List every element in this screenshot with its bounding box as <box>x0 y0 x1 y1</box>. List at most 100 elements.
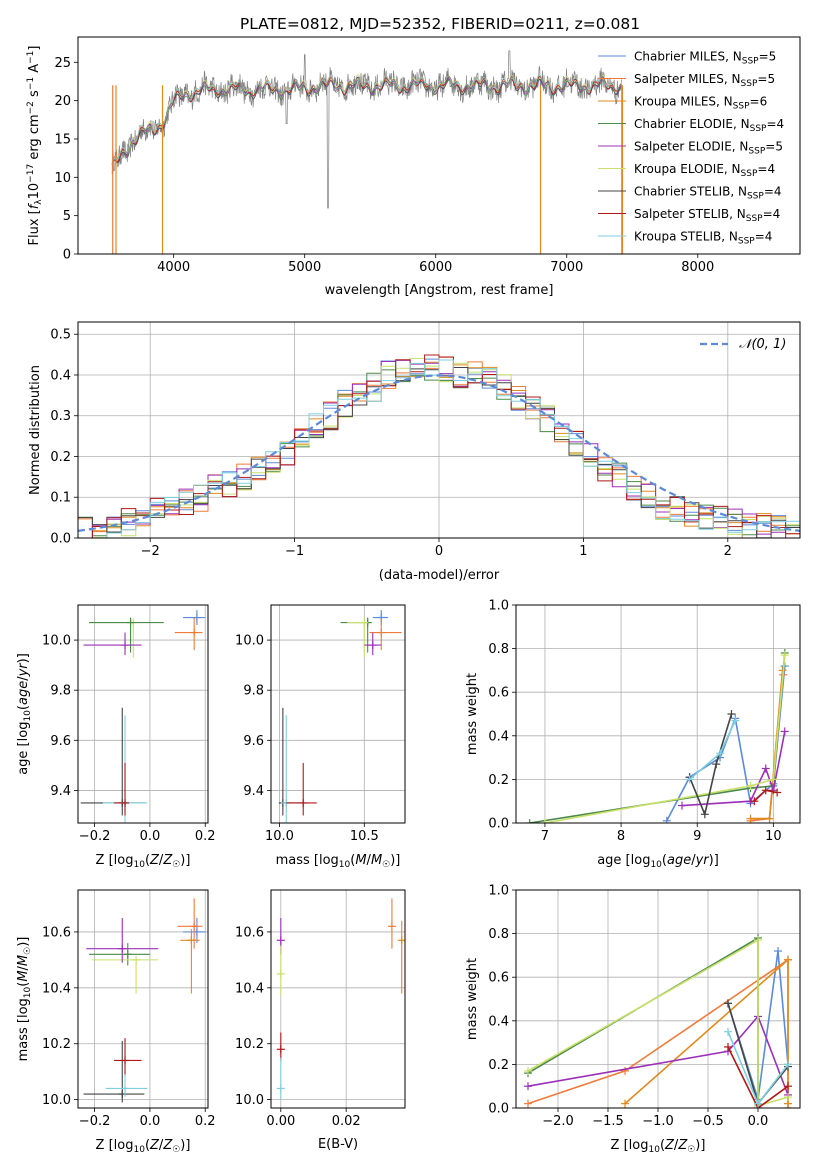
y-tick-label: 10.6 <box>42 925 71 940</box>
x-tick-label: 0.0 <box>748 1114 769 1129</box>
y-tick-label: 10.0 <box>42 1093 71 1108</box>
panel-age_vs_Z: −0.2 0.0 0.2 9.4 9.6 9.8 10.0 Z [log10(Z/Z☉)] ag… <box>16 604 216 870</box>
y-tick-label: 9.4 <box>243 784 264 799</box>
y-tick-label: 15 <box>54 132 71 147</box>
y-tick-label: 0.4 <box>488 729 509 744</box>
panel-mass_vs_ebv: 0.00 0.02 10.0 10.2 10.4 10.6 E(B-V) <box>235 889 406 1152</box>
data-spectrum <box>111 50 622 209</box>
x-tick-label: 8 <box>617 829 625 844</box>
x-tick-label: 9 <box>693 829 701 844</box>
y-tick-label: 10.4 <box>42 981 71 996</box>
plot-frame <box>77 604 209 824</box>
x-axis-label: mass [log10(M/M☉)] <box>276 853 401 870</box>
model-line <box>111 74 622 165</box>
plot-frame <box>270 889 406 1109</box>
histogram-step <box>78 354 800 538</box>
x-tick-label: 2 <box>724 544 732 559</box>
weight-line <box>727 1046 789 1108</box>
x-tick-label: 1 <box>579 544 587 559</box>
x-axis-label: Z [log10(Z/Z☉)] <box>96 1138 191 1155</box>
y-tick-label: 10.2 <box>235 1037 264 1052</box>
y-axis-label: mass weight <box>465 673 480 755</box>
y-tick-label: 9.6 <box>50 734 71 749</box>
x-axis-label: (data-model)/error <box>379 568 500 583</box>
x-tick-label: 0 <box>435 544 443 559</box>
plot-area-spectrum <box>111 50 624 254</box>
y-tick-label: 9.8 <box>243 684 264 699</box>
gaussian-curve <box>78 374 800 532</box>
x-tick-label: 4000 <box>157 260 190 275</box>
y-axis-label: Flux [fλ10−17 erg cm−2 s−1 A−1] <box>26 46 44 246</box>
plot-frame <box>77 889 209 1109</box>
y-tick-label: 0.6 <box>488 971 509 986</box>
y-tick-label: 0.8 <box>488 927 509 942</box>
y-tick-label: 0.2 <box>488 1058 509 1073</box>
y-tick-label: 0.3 <box>50 409 71 424</box>
legend-label: Chabrier STELIB, NSSP=4 <box>634 185 782 202</box>
x-tick-label: −2 <box>141 544 160 559</box>
weight-line <box>688 713 733 817</box>
legend-label: Salpeter MILES, NSSP=5 <box>634 72 775 89</box>
x-tick-label: −1 <box>285 544 304 559</box>
x-axis-label: Z [log10(Z/Z☉)] <box>96 853 191 870</box>
y-tick-label: 0.5 <box>50 328 71 343</box>
x-axis-label: E(B-V) <box>318 1137 358 1152</box>
y-tick-label: 0.0 <box>488 817 509 832</box>
y-tick-label: 0 <box>63 248 71 263</box>
panel-residuals: −2 −1 0 1 2 0.0 0.1 0.2 0.3 0.4 0.5 (data-model)/er… <box>28 321 801 583</box>
y-tick-label: 10.0 <box>235 1093 264 1108</box>
x-tick-label: −1.0 <box>642 1114 674 1129</box>
y-tick-label: 20 <box>54 94 71 109</box>
y-tick-label: 0.8 <box>488 642 509 657</box>
x-tick-label: −0.5 <box>692 1114 724 1129</box>
x-tick-label: 0.0 <box>140 829 161 844</box>
x-tick-label: 0.00 <box>266 1114 295 1129</box>
weight-line <box>527 938 789 1107</box>
y-tick-label: 9.4 <box>50 784 71 799</box>
y-axis-label: Normed distribution <box>28 365 43 495</box>
plot-area-mass_vs_ebv <box>276 898 405 1100</box>
x-tick-label: 0.2 <box>195 1114 216 1129</box>
y-tick-label: 10.6 <box>235 925 264 940</box>
plot-area-age_vs_mass <box>278 610 402 823</box>
histogram-step <box>78 359 800 538</box>
x-tick-label: 6000 <box>419 260 452 275</box>
panel-mass_vs_Z: −0.2 0.0 0.2 10.0 10.2 10.4 10.6 Z [log10(Z/Z☉)… <box>16 889 216 1155</box>
y-tick-label: 1.0 <box>488 599 509 614</box>
weight-line <box>689 720 737 781</box>
plot-area-weight_vs_age <box>525 648 789 823</box>
y-tick-label: 0.2 <box>50 450 71 465</box>
x-tick-label: 8000 <box>681 260 714 275</box>
y-tick-label: 0.2 <box>488 773 509 788</box>
x-axis-label: Z [log10(Z/Z☉)] <box>611 1138 706 1155</box>
legend-label: 𝒩(0, 1) <box>739 337 786 352</box>
y-tick-label: 10.2 <box>42 1037 71 1052</box>
plot-frame <box>270 604 406 824</box>
x-axis-label: wavelength [Angstrom, rest frame] <box>325 283 554 298</box>
plot-area-weight_vs_Z <box>524 933 792 1108</box>
y-axis-label: mass weight <box>465 958 480 1040</box>
legend-label: Salpeter ELODIE, NSSP=5 <box>634 140 783 157</box>
x-tick-label: 10.5 <box>350 829 379 844</box>
x-tick-label: −0.2 <box>79 1114 111 1129</box>
y-tick-label: 0.4 <box>488 1014 509 1029</box>
plot-area-age_vs_Z <box>80 610 206 823</box>
model-line <box>111 76 622 165</box>
plot-area-residuals <box>78 354 800 538</box>
legend-label: Salpeter STELIB, NSSP=4 <box>634 207 780 224</box>
plot-frame <box>515 604 801 824</box>
x-tick-label: 10 <box>765 829 782 844</box>
x-axis-label: age [log10(age/yr)] <box>597 853 719 870</box>
y-tick-label: 9.8 <box>50 684 71 699</box>
x-tick-label: 7 <box>541 829 549 844</box>
x-tick-label: 0.02 <box>332 1114 361 1129</box>
x-tick-label: −0.2 <box>79 829 111 844</box>
y-tick-label: 10 <box>54 171 71 186</box>
plot-area-mass_vs_Z <box>83 898 206 1103</box>
y-tick-label: 0.1 <box>50 491 71 506</box>
y-axis-label: mass [log10(M/M☉)] <box>16 937 33 1062</box>
x-tick-label: 7000 <box>550 260 583 275</box>
y-tick-label: 10.0 <box>42 634 71 649</box>
x-tick-label: 0.2 <box>195 829 216 844</box>
panel-weight_vs_Z: −2.0 −1.5 −1.0 −0.5 0.0 0.0 0.2 0.4 0.6 0.8 1.0 Z [… <box>465 884 801 1155</box>
